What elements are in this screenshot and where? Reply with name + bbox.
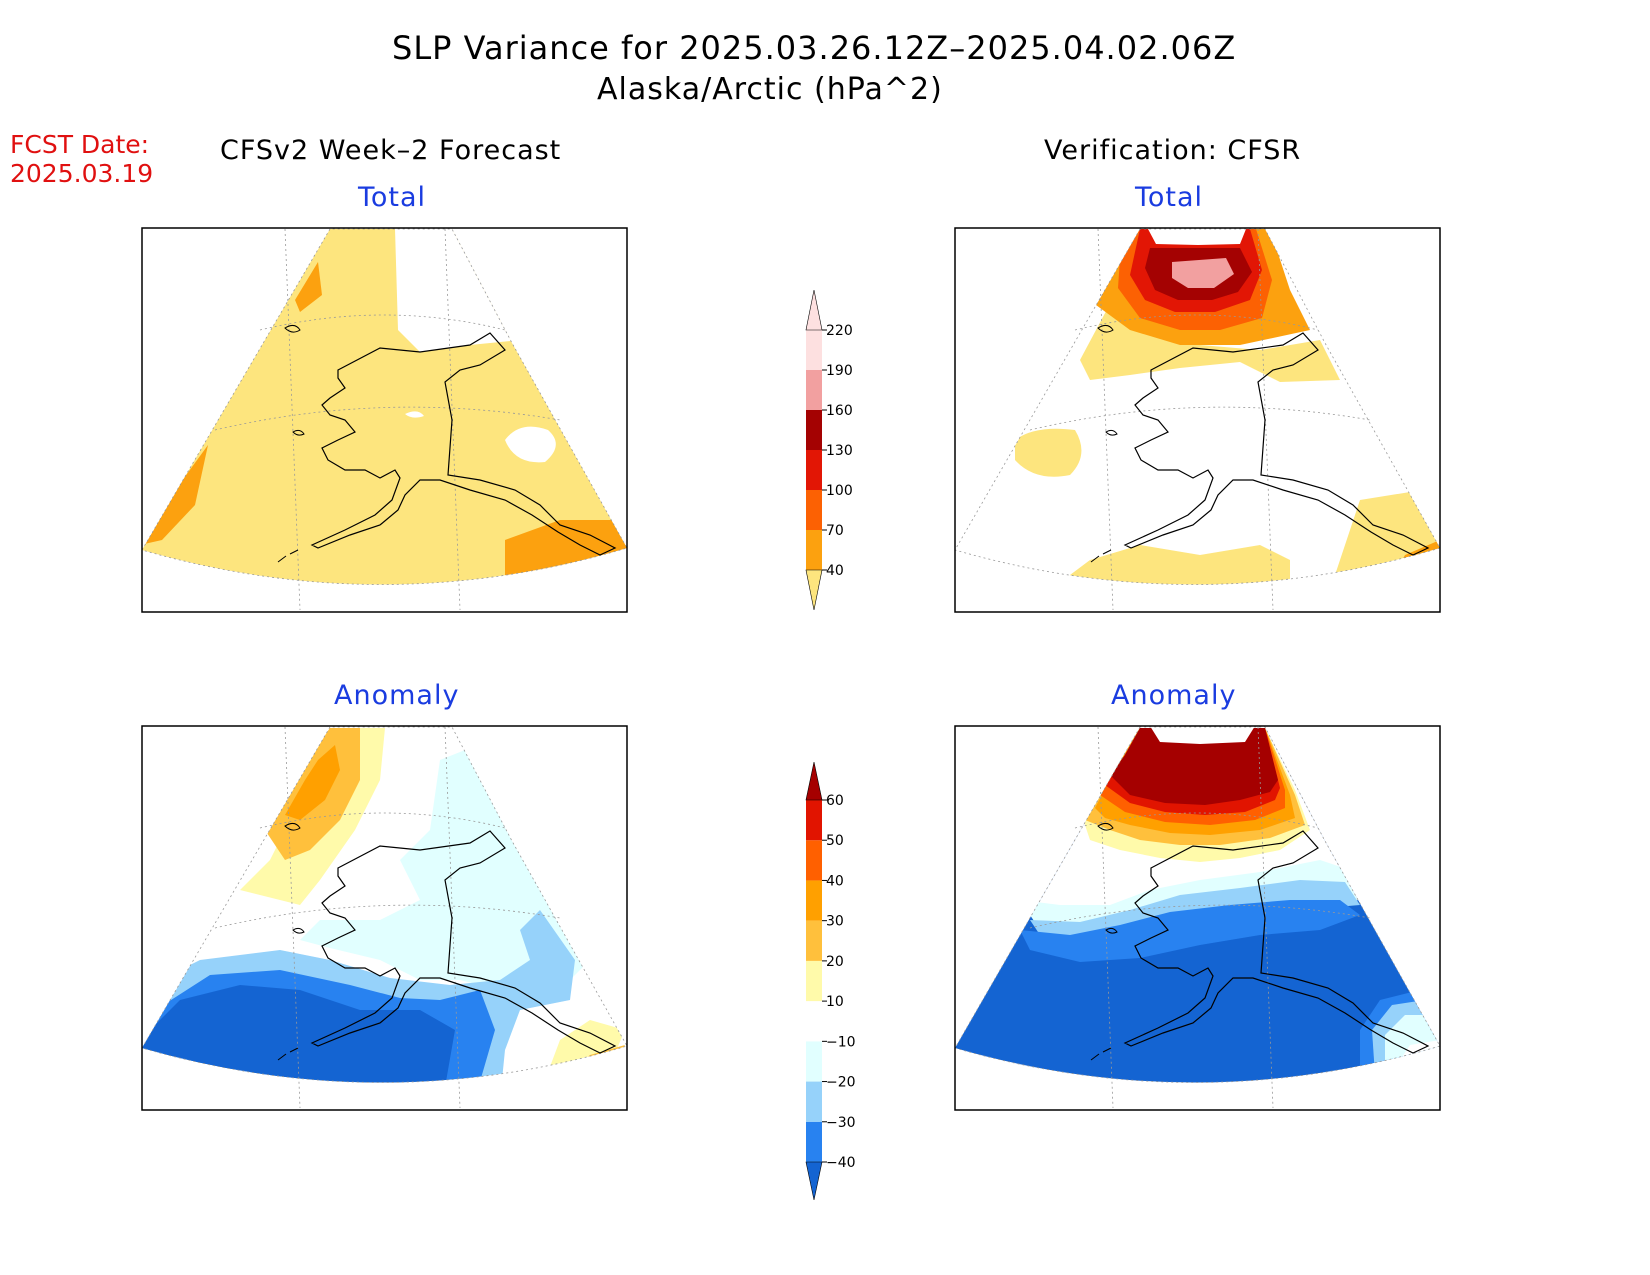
colorbar-segment: [806, 410, 822, 450]
colorbar-segment: [806, 960, 822, 1002]
colorbar-tick-label: −40: [826, 1155, 856, 1171]
colorbar-segment: [806, 330, 822, 370]
colorbar-tick-label: 20: [826, 954, 844, 970]
verification-total-label: Total: [1135, 182, 1204, 213]
colorbar-max-arrow: [805, 289, 823, 331]
verification-column-header: Verification: CFSR: [1044, 135, 1302, 166]
forecast-anomaly-map: [141, 725, 628, 1111]
fcst-date-label: FCST Date:: [10, 130, 150, 159]
colorbar-min-arrow: [805, 1161, 823, 1201]
verification-total-map: [954, 227, 1441, 613]
colorbar-tick-label: 40: [826, 563, 844, 579]
colorbar-tick-label: 160: [826, 403, 853, 419]
forecast-anomaly-label: Anomaly: [334, 680, 460, 711]
colorbar-segment: [806, 800, 822, 841]
colorbar-segment: [806, 1001, 822, 1042]
verification-anomaly-label: Anomaly: [1111, 680, 1237, 711]
total-colorbar: 40 70 100 130 160 190 220: [805, 289, 853, 611]
forecast-total-map: [141, 227, 628, 613]
figure-subtitle: Alaska/Arctic (hPa^2): [597, 72, 943, 107]
fcst-date-value: 2025.03.19: [10, 159, 154, 188]
colorbar-segment: [806, 1121, 822, 1162]
colorbar-segment: [806, 370, 822, 410]
colorbar-tick-label: 10: [826, 994, 844, 1010]
colorbar-segment: [806, 450, 822, 490]
colorbar-tick-label: 100: [826, 483, 853, 499]
colorbar-tick-label: 60: [826, 793, 844, 809]
colorbar-segment: [806, 840, 822, 881]
colorbar-tick-label: −20: [826, 1075, 856, 1091]
colorbar-tick-label: 70: [826, 523, 844, 539]
colorbar-tick-label: 40: [826, 873, 844, 889]
colorbar-segment: [806, 490, 822, 530]
forecast-total-label: Total: [358, 182, 427, 213]
colorbar-segment: [806, 1041, 822, 1082]
colorbar-tick-label: 30: [826, 914, 844, 930]
colorbar-segment: [806, 530, 822, 570]
colorbar-tick-label: −10: [826, 1034, 856, 1050]
colorbar-min-arrow: [805, 569, 823, 611]
colorbar-tick-label: 130: [826, 443, 853, 459]
colorbar-tick-label: −30: [826, 1115, 856, 1131]
verification-anomaly-map: [954, 725, 1441, 1111]
colorbar-segment: [806, 920, 822, 961]
colorbar-tick-label: 190: [826, 363, 853, 379]
colorbar-tick-label: 50: [826, 833, 844, 849]
forecast-column-header: CFSv2 Week–2 Forecast: [220, 135, 562, 166]
figure-title: SLP Variance for 2025.03.26.12Z–2025.04.…: [392, 29, 1237, 67]
anomaly-colorbar: −40 −30 −20 −10 10 20 30 40 50 60: [805, 761, 856, 1201]
colorbar-segment: [806, 880, 822, 921]
colorbar-max-arrow: [805, 761, 823, 801]
colorbar-segment: [806, 1081, 822, 1122]
colorbar-tick-label: 220: [826, 323, 853, 339]
